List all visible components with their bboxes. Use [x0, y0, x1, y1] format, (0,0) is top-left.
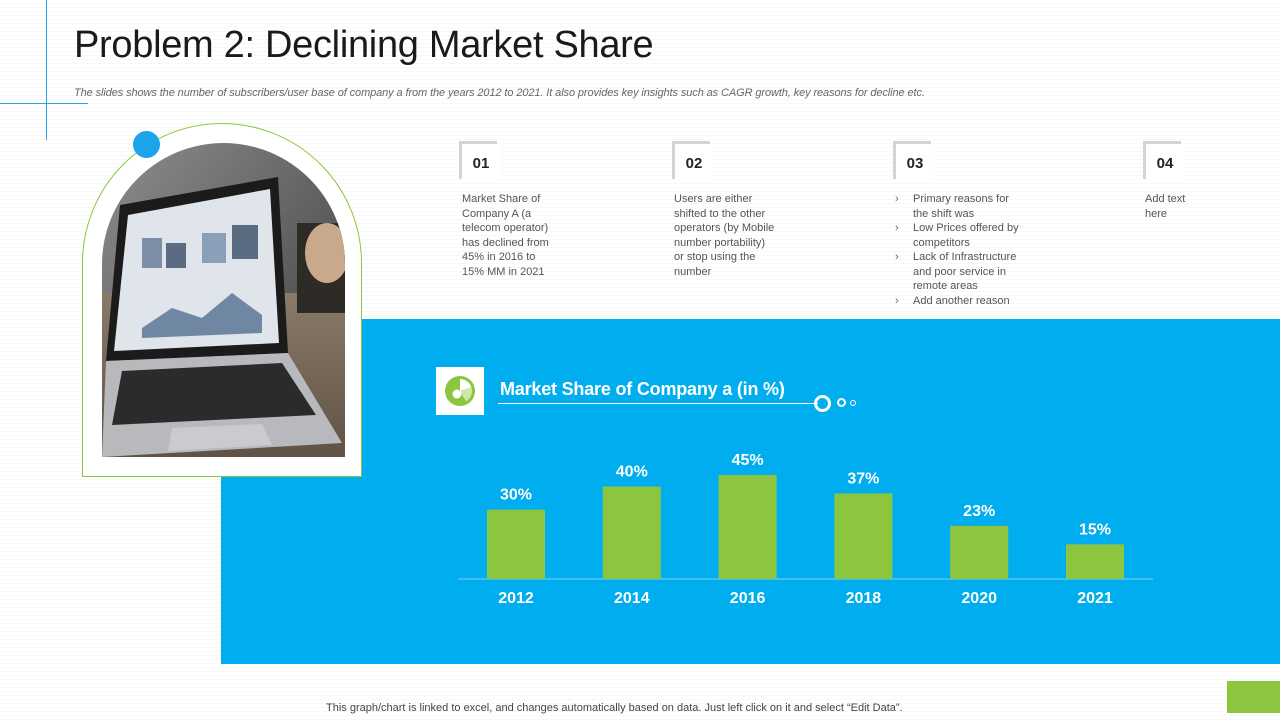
step-02-line: number portability) [674, 236, 766, 249]
chart-title-underline [498, 403, 818, 404]
bar-2020 [950, 525, 1009, 579]
reason-item: Add another reason [895, 294, 1019, 309]
step-01-line: telecom operator) [462, 222, 549, 234]
x-tick-label: 2021 [1077, 590, 1113, 607]
bar-2016 [718, 475, 777, 579]
x-tick-label: 2014 [614, 590, 650, 607]
step-01-line: Company A (a [462, 207, 532, 220]
bar-value-label: 30% [500, 487, 532, 504]
step-01-line: Market Share of [462, 193, 541, 205]
reason-line: competitors [913, 236, 970, 249]
bar-chart: 30% 2012 40% 2014 45% 2016 37% 2018 23% 2020 15% 20… [458, 452, 1153, 607]
x-tick-label: 2018 [846, 590, 882, 607]
decorative-horizontal-line [0, 103, 88, 104]
step-02-line: shifted to the other [674, 207, 766, 220]
x-tick-label: 2020 [961, 590, 997, 607]
decorative-ring-medium [837, 398, 846, 407]
decorative-ring-small [850, 400, 856, 406]
step-02-line: operators (by Mobile [674, 222, 775, 234]
step-text-01: Market Share of Company A (a telecom ope… [462, 192, 549, 279]
step-01-line: has declined from [462, 236, 549, 249]
bar-2012 [487, 509, 545, 579]
step-01-line: 45% in 2016 to [462, 251, 536, 263]
reason-line: the shift was [913, 207, 975, 220]
reason-line: remote areas [913, 280, 978, 292]
pie-chart-icon [436, 367, 484, 415]
step-04-line: Add text [1145, 193, 1186, 205]
green-corner-box [1227, 681, 1280, 713]
blue-dot-badge [133, 131, 160, 158]
reason-line: Add another reason [913, 294, 1010, 307]
reason-line: Lack of Infrastructure [913, 251, 1017, 263]
reason-item: Low Prices offered by competitors [895, 221, 1019, 250]
step-02-line: or stop using the [674, 251, 756, 263]
reason-line: and poor service in [913, 265, 1006, 278]
step-number-02: 02 [675, 144, 713, 182]
x-tick-label: 2012 [498, 590, 534, 607]
page-subtitle: The slides shows the number of subscribe… [74, 87, 925, 99]
step-number-01: 01 [462, 144, 500, 182]
reason-line: Low Prices offered by [913, 222, 1019, 234]
reason-item: Primary reasons for the shift was [895, 192, 1019, 221]
step-04-line: here [1145, 207, 1168, 220]
step-text-04: Add text here [1145, 192, 1185, 221]
laptop-photo [102, 143, 345, 457]
bar-2021 [1066, 544, 1124, 579]
bar-value-label: 23% [963, 503, 995, 520]
reason-item: Lack of Infrastructure and poor service … [895, 250, 1019, 294]
page-title: Problem 2: Declining Market Share [74, 24, 654, 66]
chart-title: Market Share of Company a (in %) [500, 379, 785, 399]
bar-value-label: 45% [732, 452, 764, 469]
step-text-02: Users are either shifted to the other op… [674, 192, 774, 279]
decorative-ring-large [814, 395, 831, 412]
bar-value-label: 15% [1079, 521, 1111, 538]
step-number-03: 03 [896, 144, 934, 182]
bar-value-label: 40% [616, 464, 648, 481]
step-number-04: 04 [1146, 144, 1184, 182]
decorative-vertical-line [46, 0, 47, 140]
footer-note: This graph/chart is linked to excel, and… [326, 702, 903, 714]
step-reasons-list: Primary reasons for the shift was Low Pr… [895, 192, 1019, 308]
step-02-line: Users are either [674, 193, 753, 205]
step-02-line: number [674, 265, 712, 278]
reason-line: Primary reasons for [913, 193, 1009, 205]
bar-2014 [602, 486, 661, 579]
bar-value-label: 37% [847, 470, 879, 487]
step-01-line: 15% MM in 2021 [462, 265, 545, 278]
bar-2018 [834, 493, 893, 579]
x-tick-label: 2016 [730, 590, 766, 607]
